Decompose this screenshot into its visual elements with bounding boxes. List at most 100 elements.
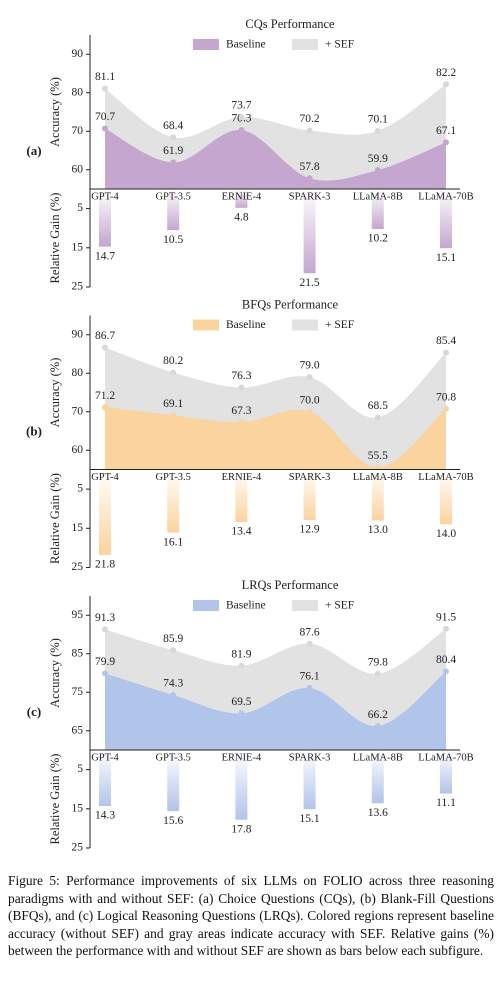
- x-tick-label: ERNIE-4: [222, 191, 262, 202]
- gain-bar: [99, 469, 111, 555]
- gain-bar: [371, 750, 384, 804]
- point: [238, 114, 245, 121]
- point: [306, 408, 313, 415]
- point: [102, 85, 108, 92]
- area: [105, 671, 446, 750]
- data-label: 57.8: [300, 161, 320, 173]
- gain-bar: [371, 469, 384, 521]
- point: [374, 167, 381, 174]
- data-label: 55.5: [368, 450, 388, 462]
- legend-swatch: [193, 39, 219, 50]
- area: [105, 128, 446, 189]
- data-label: 87.6: [300, 626, 320, 638]
- gain-label: 4.8: [234, 211, 249, 223]
- x-tick-label: GPT-3.5: [155, 191, 191, 202]
- gain-tick-label: 15: [72, 522, 84, 534]
- gain-bar: [371, 189, 384, 229]
- point: [238, 127, 245, 134]
- panel-label: (b): [26, 423, 42, 438]
- data-label: 79.9: [95, 656, 115, 668]
- data-label: 70.2: [300, 113, 320, 125]
- data-label: 85.4: [436, 335, 456, 347]
- data-label: 70.8: [436, 391, 456, 403]
- x-tick-label: LLaMA-8B: [353, 191, 403, 202]
- chart-title: LRQs Performance: [242, 578, 339, 592]
- data-label: 73.7: [231, 100, 251, 112]
- gain-label: 13.6: [368, 807, 388, 819]
- x-tick-label: LLaMA-70B: [418, 191, 473, 202]
- point: [374, 127, 381, 134]
- gain-bar: [440, 189, 452, 249]
- gain-tick-label: 25: [72, 842, 84, 854]
- gain-tick-label: 5: [77, 202, 83, 214]
- caption: Figure 5: Performance improvements of si…: [8, 873, 494, 958]
- data-label: 76.3: [231, 370, 251, 382]
- legend-swatch: [292, 319, 318, 331]
- gain-bar: [167, 469, 180, 533]
- y-axis-title: Accuracy (%): [48, 77, 62, 147]
- point: [170, 412, 177, 419]
- data-label: 69.5: [231, 696, 251, 708]
- point: [374, 723, 381, 730]
- legend-swatch: [292, 600, 318, 611]
- x-tick-label: SPARK-3: [289, 472, 331, 483]
- point: [443, 625, 449, 632]
- gain-label: 13.0: [368, 524, 388, 536]
- gain-axis-title: Relative Gain (%): [48, 473, 62, 564]
- y-tick-label: 85: [72, 647, 84, 659]
- gain-label: 15.6: [163, 815, 183, 827]
- y-tick-label: 95: [72, 609, 84, 621]
- gain-label: 14.3: [95, 810, 115, 822]
- gain-label: 15.1: [300, 813, 320, 825]
- x-tick-label: LLaMA-8B: [353, 752, 403, 763]
- legend-swatch: [193, 319, 219, 331]
- x-tick-label: GPT-3.5: [155, 752, 191, 763]
- x-tick-label: ERNIE-4: [222, 752, 262, 763]
- gain-tick-label: 5: [77, 763, 83, 775]
- legend-label: Baseline: [226, 600, 266, 612]
- chart-title: BFQs Performance: [242, 297, 339, 311]
- data-label: 76.1: [300, 671, 320, 683]
- gain-label: 21.8: [95, 559, 115, 571]
- data-label: 61.9: [163, 145, 183, 157]
- point: [306, 640, 313, 647]
- area: [105, 407, 446, 470]
- data-label: 66.2: [368, 709, 388, 721]
- y-tick-label: 65: [72, 724, 84, 736]
- legend-swatch: [193, 600, 219, 611]
- chart-title: CQs Performance: [245, 17, 335, 31]
- data-label: 68.5: [368, 400, 388, 412]
- gain-label: 16.1: [163, 536, 183, 548]
- data-label: 67.3: [231, 405, 251, 417]
- legend-label: Baseline: [226, 39, 266, 51]
- gain-bar: [99, 750, 111, 807]
- point: [306, 175, 313, 182]
- legend-label: + SEF: [325, 319, 354, 331]
- point: [238, 710, 245, 717]
- point: [102, 626, 108, 633]
- gain-label: 14.7: [95, 250, 115, 262]
- point: [238, 662, 245, 669]
- gain-bar: [167, 189, 180, 231]
- x-tick-label: SPARK-3: [289, 752, 331, 763]
- point: [443, 668, 449, 675]
- gain-label: 14.0: [436, 528, 456, 540]
- data-label: 70.7: [95, 111, 115, 123]
- point: [102, 404, 108, 411]
- point: [374, 414, 381, 421]
- point: [443, 139, 449, 146]
- gain-label: 15.1: [436, 252, 456, 264]
- point: [170, 647, 177, 654]
- data-label: 80.2: [163, 355, 183, 367]
- point: [170, 159, 177, 166]
- x-tick-label: GPT-4: [91, 191, 119, 202]
- x-tick-label: GPT-4: [91, 472, 119, 483]
- x-tick-label: GPT-4: [91, 752, 119, 763]
- gain-bar: [440, 469, 452, 525]
- gain-bar: [303, 469, 316, 521]
- y-tick-label: 60: [72, 444, 84, 456]
- point: [102, 344, 108, 351]
- data-label: 74.3: [163, 678, 183, 690]
- data-label: 86.7: [95, 330, 115, 342]
- data-label: 82.2: [436, 67, 456, 79]
